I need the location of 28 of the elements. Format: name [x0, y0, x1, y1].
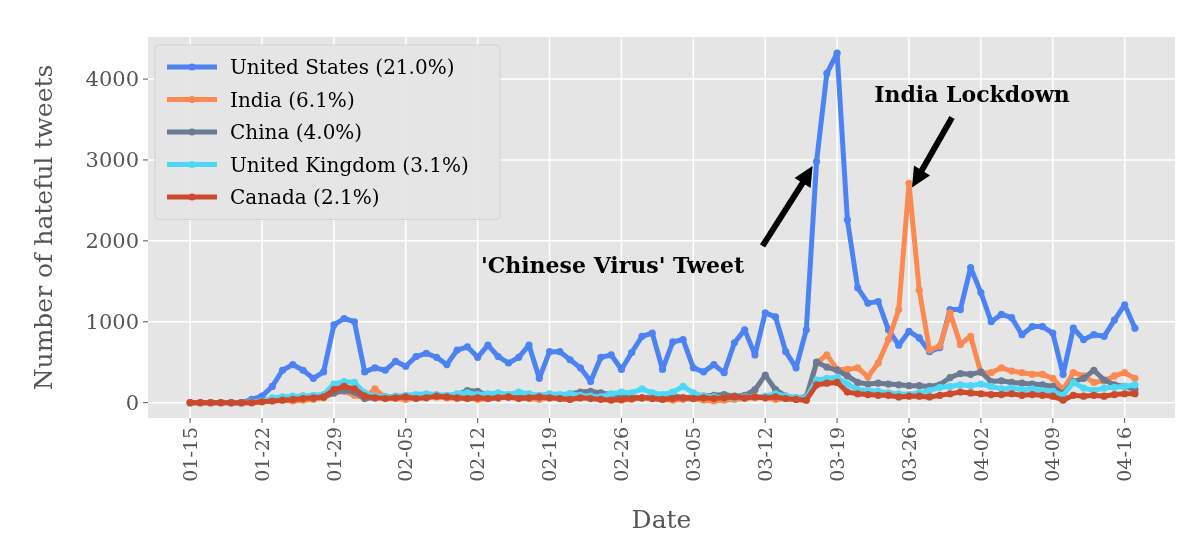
x-tick-label: 01-29 — [322, 427, 345, 482]
x-tick-label: 04-02 — [969, 427, 992, 482]
y-tick-label: 0 — [125, 390, 139, 415]
legend-label: United Kingdom (3.1%) — [230, 152, 469, 177]
x-tick-label: 03-05 — [681, 427, 704, 482]
x-tick-label: 02-19 — [538, 427, 561, 482]
annotation: 'Chinese Virus' Tweet — [481, 251, 745, 278]
x-tick-label: 04-16 — [1113, 427, 1136, 482]
y-tick-label: 4000 — [85, 67, 139, 92]
x-tick-label: 03-26 — [897, 427, 920, 482]
x-tick-label: 02-05 — [394, 427, 417, 482]
x-tick-label: 04-09 — [1041, 427, 1064, 482]
x-tick-label: 02-26 — [610, 427, 633, 482]
y-tick-label: 3000 — [85, 148, 139, 173]
x-tick-label: 03-12 — [753, 427, 776, 482]
legend-label: Canada (2.1%) — [230, 185, 380, 209]
x-tick-label: 01-22 — [250, 427, 273, 482]
y-axis-title: Number of hateful tweets — [29, 64, 58, 391]
legend-label: United States (21.0%) — [230, 55, 455, 79]
y-tick-label: 1000 — [85, 310, 139, 335]
x-tick-label: 03-19 — [825, 427, 848, 482]
x-tick-label: 01-15 — [178, 427, 201, 482]
annotation: India Lockdown — [874, 81, 1070, 108]
x-tick-label: 02-12 — [466, 427, 489, 482]
y-tick-label: 2000 — [85, 229, 139, 254]
legend-label: India (6.1%) — [230, 87, 355, 112]
legend-label: China (4.0%) — [230, 120, 363, 144]
x-axis-title: Date — [631, 505, 692, 534]
